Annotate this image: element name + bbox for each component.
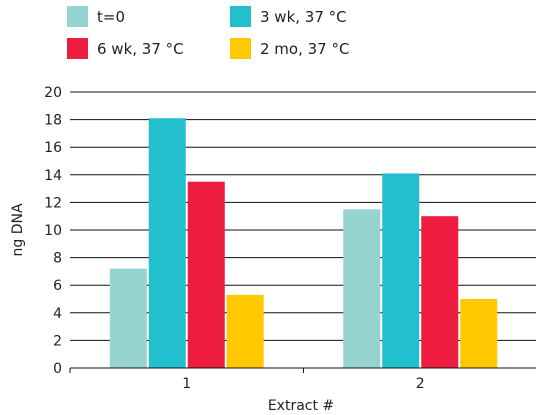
- y-tick-label: 16: [44, 140, 62, 156]
- y-tick-label: 6: [53, 278, 62, 294]
- bar-series-0-cat-0: [109, 268, 147, 368]
- legend-swatch: [67, 38, 88, 59]
- bar-series-3-cat-1: [460, 299, 498, 368]
- legend-label: 2 mo, 37 °C: [260, 40, 349, 58]
- gridlines: [70, 91, 536, 369]
- y-tick-label: 18: [44, 113, 62, 129]
- axes: [69, 367, 536, 373]
- y-axis-label: ng DNA: [10, 203, 26, 256]
- x-tick-label: 1: [182, 376, 191, 392]
- bar-series-1-cat-1: [382, 173, 420, 368]
- y-tick-label: 20: [44, 85, 62, 101]
- y-tick-label: 12: [44, 195, 62, 211]
- legend-label: 3 wk, 37 °C: [260, 8, 347, 26]
- y-tick-label: 14: [44, 168, 62, 184]
- bar-series-1-cat-0: [148, 118, 186, 368]
- bar-series-3-cat-0: [226, 294, 264, 368]
- y-tick-label: 2: [53, 333, 62, 349]
- y-tick-label: 10: [44, 223, 62, 239]
- legend-swatch: [230, 38, 251, 59]
- legend-label: 6 wk, 37 °C: [97, 40, 184, 58]
- y-tick-label: 8: [53, 251, 62, 267]
- legend: t=0 3 wk, 37 °C 6 wk, 37 °C 2 mo, 37 °C: [67, 6, 349, 59]
- bars: [109, 118, 498, 368]
- y-tick-labels: 0 2 4 6 8 10 12 14 16 18 20: [44, 85, 62, 377]
- bar-series-2-cat-0: [187, 181, 225, 368]
- bar-series-0-cat-1: [343, 209, 381, 368]
- legend-swatch: [67, 6, 88, 27]
- legend-label: t=0: [97, 8, 125, 26]
- y-tick-label: 0: [53, 361, 62, 377]
- x-axis-label: Extract #: [268, 398, 334, 414]
- bar-series-2-cat-1: [421, 216, 459, 368]
- legend-swatch: [230, 6, 251, 27]
- y-tick-label: 4: [53, 306, 62, 322]
- x-tick-label: 2: [416, 376, 425, 392]
